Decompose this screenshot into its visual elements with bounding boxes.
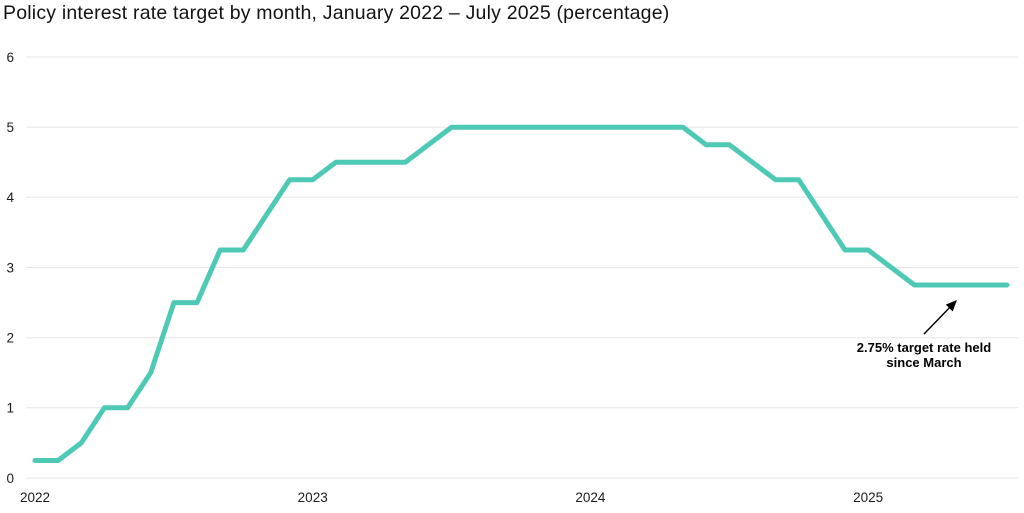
y-axis-labels: 0 1 2 3 4 5 6 — [6, 50, 14, 486]
y-axis-tick-label: 1 — [6, 401, 14, 416]
y-axis-tick-label: 4 — [6, 190, 14, 205]
chart-title: Policy interest rate target by month, Ja… — [3, 2, 670, 24]
rate-line — [32, 124, 1010, 463]
gridlines — [26, 56, 1018, 479]
x-axis-tick-label: 2023 — [298, 490, 328, 505]
annotation-label: 2.75% target rate held since March — [838, 340, 1010, 370]
y-axis-tick-label: 6 — [6, 50, 14, 65]
plot-area — [32, 124, 1010, 463]
annotation-line-2: since March — [886, 355, 962, 370]
x-axis-tick-label: 2022 — [20, 490, 50, 505]
y-axis-tick-label: 0 — [6, 471, 14, 486]
x-axis-tick-label: 2024 — [575, 490, 606, 505]
y-axis-tick-label: 3 — [6, 260, 14, 275]
x-axis-tick-label: 2025 — [853, 490, 883, 505]
annotation-arrow — [923, 299, 957, 335]
annotation-line-1: 2.75% target rate held — [856, 340, 992, 355]
y-axis-tick-label: 2 — [6, 331, 14, 346]
y-axis-tick-label: 5 — [6, 120, 14, 135]
x-axis-labels: 2022 2023 2024 2025 — [20, 490, 883, 505]
